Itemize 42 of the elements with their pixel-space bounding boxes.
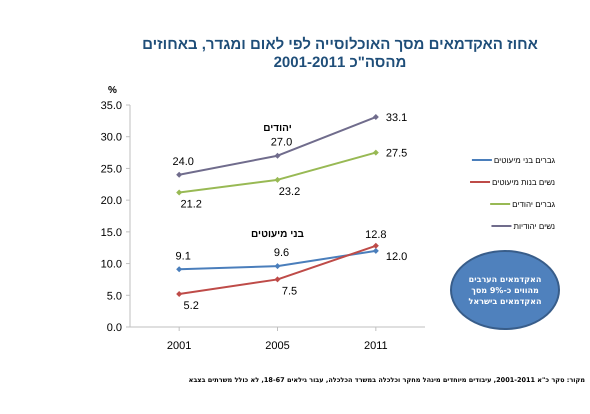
- x-tick-label: 2005: [265, 340, 290, 352]
- data-label: 24.0: [172, 156, 194, 168]
- point: [372, 150, 379, 156]
- legend-label: גברים בני מיעוטים: [494, 156, 556, 165]
- text: האקדמאים הערבים מהווים כ-9% מסך האקדמאים בישראל: [450, 250, 560, 330]
- y-tick-label: 25.0: [100, 163, 122, 176]
- y-tick-label: 35.0: [100, 100, 122, 112]
- y-tick-label: 5.0: [106, 290, 122, 302]
- legend-label: נשים יהודיות: [513, 222, 555, 231]
- y-tick-label: 10.0: [100, 258, 122, 271]
- legend-label: גברים יהודים: [512, 200, 556, 209]
- data-label: 33.1: [386, 112, 408, 124]
- data-label: 27.0: [270, 136, 292, 149]
- legend-label: נשים בנות מיעוטים: [492, 178, 555, 187]
- point: [274, 176, 280, 183]
- point: [372, 248, 379, 254]
- y-tick-label: 0.0: [106, 322, 122, 334]
- annotation: יהודים: [263, 123, 292, 134]
- y-axis-title: %: [108, 85, 117, 96]
- data-label: 5.2: [184, 300, 199, 312]
- data-label: 21.2: [180, 198, 202, 211]
- data-label: 12.8: [365, 228, 387, 241]
- point: [372, 242, 379, 249]
- data-label: 23.2: [278, 186, 300, 198]
- x-tick-label: 2001: [166, 340, 192, 352]
- point: [176, 172, 182, 178]
- data-label: 27.5: [386, 148, 408, 160]
- data-label: 9.6: [274, 247, 290, 260]
- point: [372, 114, 379, 120]
- y-tick-label: 30.0: [100, 132, 122, 144]
- y-tick-label: 20.0: [100, 195, 122, 208]
- point: [274, 276, 280, 282]
- y-tick-label: 15.0: [100, 226, 122, 239]
- point: [176, 291, 182, 298]
- data-label: 12.0: [386, 250, 408, 263]
- point: [274, 152, 280, 159]
- data-label: 9.1: [176, 250, 191, 262]
- point: [274, 263, 280, 270]
- annotation: בני מיעוטים: [251, 229, 305, 240]
- x-tick-label: 2011: [364, 340, 388, 352]
- data-label: 7.5: [282, 285, 298, 298]
- chart-title: אחוז האקדמאים מסך האוכלוסייה לפי לאום ומגדר, באחוזים מהסה"כ 2001-2011: [141, 36, 539, 72]
